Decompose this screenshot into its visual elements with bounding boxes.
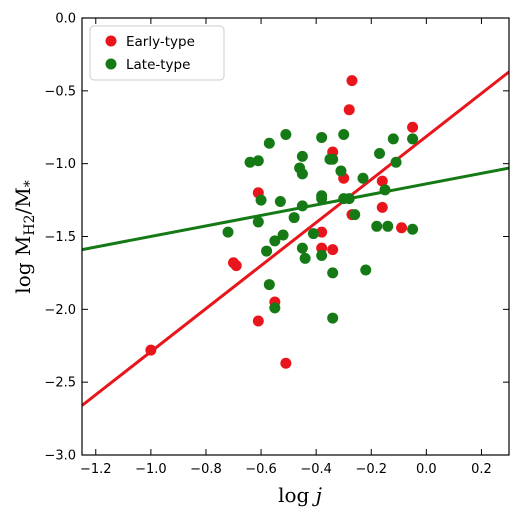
point-early-type-7 xyxy=(316,226,328,238)
point-late-type-33 xyxy=(349,209,361,221)
point-late-type-16 xyxy=(296,168,308,180)
legend-box xyxy=(89,25,225,81)
point-late-type-30 xyxy=(338,129,350,141)
x-tick-label: −0.8 xyxy=(190,462,222,477)
point-early-type-16 xyxy=(376,175,388,187)
point-late-type-43 xyxy=(407,223,419,235)
point-early-type-17 xyxy=(396,222,408,234)
point-early-type-9 xyxy=(327,244,339,256)
y-tick-label: −0.5 xyxy=(44,84,76,99)
y-tick-label: −2.0 xyxy=(44,303,76,318)
point-late-type-0 xyxy=(222,226,234,238)
legend-marker-late-type xyxy=(105,58,117,70)
legend-label-early-type: Early-type xyxy=(126,34,195,50)
x-axis-label: log j xyxy=(278,483,322,507)
x-tick-label: −1.0 xyxy=(135,462,167,477)
point-late-type-35 xyxy=(360,264,372,276)
x-tick-label: −0.4 xyxy=(300,462,332,477)
y-axis-label: log MH2/M* xyxy=(11,180,38,293)
fit-lines xyxy=(82,70,509,407)
legend-marker-early-type xyxy=(105,35,117,47)
legend-label-late-type: Late-type xyxy=(126,57,190,73)
point-late-type-38 xyxy=(379,184,391,196)
point-late-type-42 xyxy=(407,133,419,145)
point-late-type-28 xyxy=(327,312,339,324)
point-early-type-15 xyxy=(376,201,388,213)
x-tick-label: −0.2 xyxy=(355,462,387,477)
fit-line-late-type xyxy=(82,166,509,252)
point-late-type-20 xyxy=(307,228,319,240)
point-late-type-37 xyxy=(374,147,386,159)
point-late-type-9 xyxy=(269,235,281,247)
y-tick-label: −1.5 xyxy=(44,230,76,245)
point-early-type-2 xyxy=(230,260,242,272)
point-late-type-2 xyxy=(252,155,264,167)
point-late-type-21 xyxy=(316,131,328,143)
y-tick-label: 0.0 xyxy=(55,12,76,27)
point-late-type-36 xyxy=(371,220,383,232)
point-late-type-11 xyxy=(277,229,289,241)
point-late-type-17 xyxy=(296,200,308,212)
point-early-type-0 xyxy=(145,344,157,356)
point-late-type-12 xyxy=(280,129,292,141)
y-axis-ticks: −3.0 −2.5 −2.0 −1.5 −1.0 −0.5 0.0 xyxy=(44,12,509,464)
point-late-type-1 xyxy=(244,156,256,168)
x-tick-label: −1.2 xyxy=(80,462,112,477)
x-tick-label: 0.2 xyxy=(471,462,492,477)
point-early-type-4 xyxy=(252,315,264,327)
y-tick-label: −3.0 xyxy=(44,449,76,464)
x-axis-ticks: −1.2 −1.0 −0.8 −0.6 −0.4 −0.2 0.0 0.2 xyxy=(80,18,492,477)
point-late-type-19 xyxy=(299,252,311,264)
data-points xyxy=(145,75,419,369)
point-late-type-8 xyxy=(269,302,281,314)
point-late-type-27 xyxy=(327,267,339,279)
legend: Early-type Late-type xyxy=(89,25,225,81)
point-late-type-34 xyxy=(357,172,369,184)
point-late-type-24 xyxy=(316,249,328,261)
point-late-type-26 xyxy=(327,153,339,165)
point-late-type-41 xyxy=(390,156,402,168)
point-late-type-18 xyxy=(296,242,308,254)
point-late-type-23 xyxy=(316,193,328,205)
point-late-type-10 xyxy=(274,196,286,208)
point-late-type-29 xyxy=(335,165,347,177)
point-early-type-12 xyxy=(343,104,355,116)
point-late-type-6 xyxy=(263,137,275,149)
point-late-type-13 xyxy=(288,212,300,224)
point-late-type-15 xyxy=(296,150,308,162)
y-tick-label: −1.0 xyxy=(44,157,76,172)
point-early-type-18 xyxy=(407,121,419,133)
point-late-type-39 xyxy=(382,220,394,232)
point-late-type-5 xyxy=(261,245,273,257)
point-late-type-4 xyxy=(252,216,264,228)
point-early-type-6 xyxy=(280,357,292,369)
point-late-type-40 xyxy=(387,133,399,145)
x-tick-label: 0.0 xyxy=(416,462,437,477)
point-late-type-32 xyxy=(343,193,355,205)
point-late-type-3 xyxy=(255,194,267,206)
y-tick-label: −2.5 xyxy=(44,376,76,391)
point-early-type-13 xyxy=(346,75,358,87)
point-late-type-7 xyxy=(263,279,275,291)
x-tick-label: −0.6 xyxy=(245,462,277,477)
